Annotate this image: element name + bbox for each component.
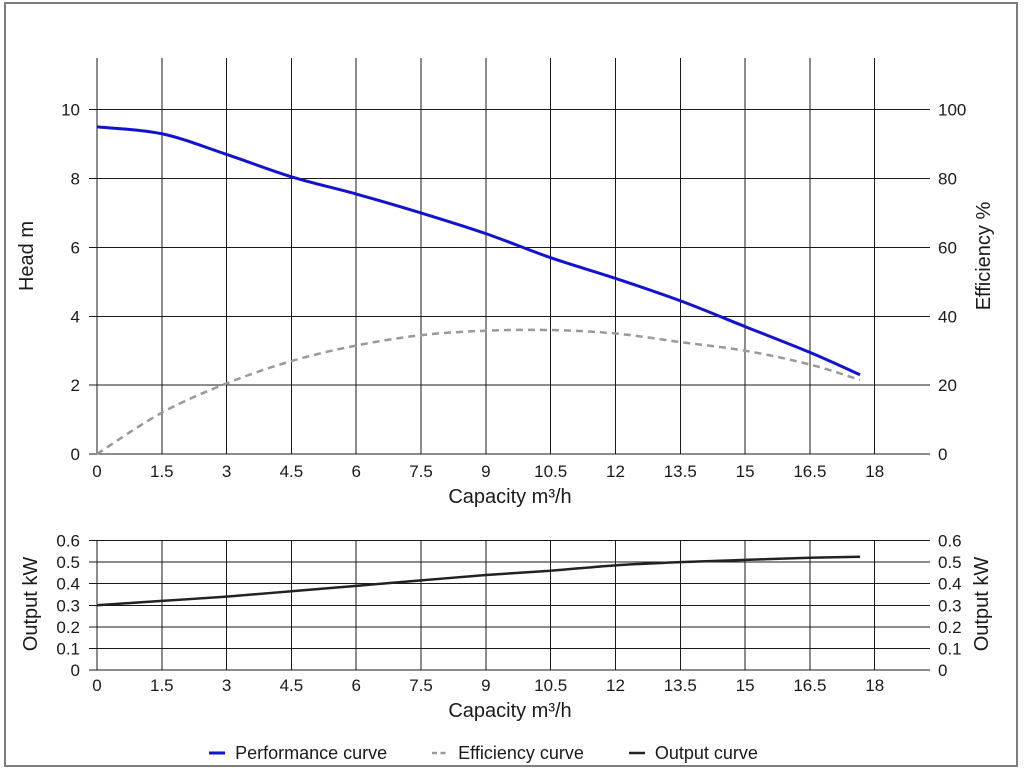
svg-text:16.5: 16.5: [793, 462, 826, 481]
svg-text:10.5: 10.5: [534, 462, 567, 481]
svg-text:0.4: 0.4: [56, 575, 80, 594]
legend-item-output: Output curve: [628, 743, 758, 764]
svg-text:9: 9: [481, 462, 490, 481]
svg-text:0: 0: [92, 676, 101, 695]
legend-label-efficiency: Efficiency curve: [458, 742, 584, 763]
svg-text:13.5: 13.5: [664, 676, 697, 695]
svg-text:60: 60: [938, 238, 957, 257]
svg-text:3: 3: [222, 676, 231, 695]
performance-curve: [96, 125, 861, 377]
svg-text:9: 9: [481, 676, 490, 695]
svg-text:Head m: Head m: [16, 221, 38, 291]
svg-text:0.6: 0.6: [56, 532, 80, 551]
svg-text:Output kW: Output kW: [20, 557, 42, 652]
svg-text:0: 0: [71, 445, 80, 464]
output-line-icon: [628, 751, 645, 755]
legend-item-performance: Performance curve: [208, 743, 387, 764]
svg-text:0.5: 0.5: [56, 553, 80, 572]
legend-label-output: Output curve: [654, 742, 758, 763]
efficiency-dashed-line-icon: [432, 751, 449, 755]
svg-text:12: 12: [606, 462, 625, 481]
svg-text:0.3: 0.3: [938, 596, 962, 615]
svg-text:0: 0: [71, 661, 80, 680]
svg-text:7.5: 7.5: [409, 676, 433, 695]
svg-text:10.5: 10.5: [534, 676, 567, 695]
svg-text:0.3: 0.3: [56, 596, 80, 615]
svg-text:6: 6: [351, 676, 360, 695]
svg-text:0.4: 0.4: [938, 575, 962, 594]
chart-0: 0 1.5 3 4.5 6 7.5 9 10.5 12 13.5 15 16.5 18024681002…: [16, 58, 995, 508]
svg-text:0.2: 0.2: [938, 618, 962, 637]
svg-text:15: 15: [736, 462, 755, 481]
svg-text:1.5: 1.5: [150, 462, 174, 481]
svg-text:0: 0: [938, 661, 947, 680]
legend-label-performance: Performance curve: [235, 742, 388, 763]
svg-text:12: 12: [606, 676, 625, 695]
chart-legend: Performance curve Efficiency curve Outpu…: [0, 741, 996, 765]
svg-text:0.6: 0.6: [938, 532, 962, 551]
svg-text:40: 40: [938, 307, 957, 326]
svg-text:20: 20: [938, 376, 957, 395]
svg-text:16.5: 16.5: [793, 676, 826, 695]
svg-text:4.5: 4.5: [280, 676, 304, 695]
output-curve: [96, 555, 861, 607]
svg-text:Capacity m³/h: Capacity m³/h: [448, 486, 571, 508]
svg-text:0: 0: [92, 462, 101, 481]
svg-text:13.5: 13.5: [664, 462, 697, 481]
svg-text:2: 2: [71, 376, 80, 395]
svg-text:Efficiency %: Efficiency %: [973, 202, 995, 311]
performance-line-icon: [209, 751, 226, 755]
svg-text:1.5: 1.5: [150, 676, 174, 695]
svg-text:7.5: 7.5: [409, 462, 433, 481]
legend-item-efficiency: Efficiency curve: [431, 743, 584, 764]
svg-text:15: 15: [736, 676, 755, 695]
svg-text:10: 10: [61, 101, 80, 120]
svg-text:0.1: 0.1: [56, 639, 80, 658]
svg-text:0: 0: [938, 445, 947, 464]
svg-text:0.5: 0.5: [938, 553, 962, 572]
svg-text:80: 80: [938, 170, 957, 189]
svg-text:18: 18: [865, 462, 884, 481]
efficiency-curve: [96, 328, 861, 456]
svg-text:0.1: 0.1: [938, 639, 962, 658]
svg-text:3: 3: [222, 462, 231, 481]
svg-text:6: 6: [71, 238, 80, 257]
svg-text:100: 100: [938, 101, 966, 120]
svg-text:8: 8: [71, 170, 80, 189]
svg-text:Output kW: Output kW: [971, 557, 993, 652]
svg-text:4.5: 4.5: [280, 462, 304, 481]
svg-text:18: 18: [865, 676, 884, 695]
svg-text:0.2: 0.2: [56, 618, 80, 637]
svg-text:4: 4: [71, 307, 80, 326]
svg-text:Capacity m³/h: Capacity m³/h: [448, 700, 571, 722]
chart-1: 0 1.5 3 4.5 6 7.5 9 10.5 12 13.5 15 16.5 18 0 0.1 0.2 0.…: [20, 532, 993, 723]
svg-text:6: 6: [351, 462, 360, 481]
